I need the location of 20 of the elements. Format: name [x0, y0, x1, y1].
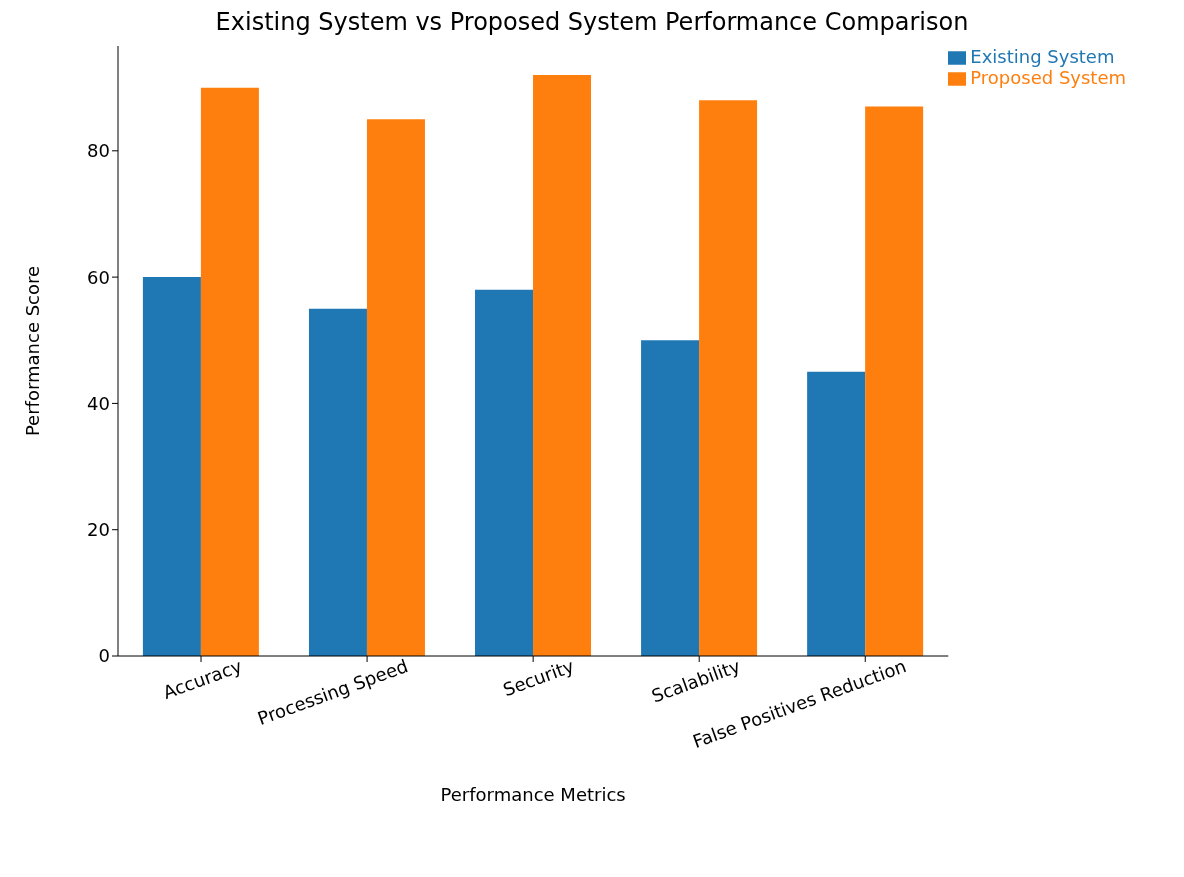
bar — [200, 87, 259, 656]
y-tick-label: 60 — [87, 266, 110, 288]
bar — [865, 106, 924, 656]
chart-title: Existing System vs Proposed System Performance Comparison — [214, 8, 970, 36]
y-tick-label: 40 — [87, 392, 110, 414]
bar — [533, 75, 592, 656]
bar — [142, 277, 201, 656]
y-tick-label: 0 — [98, 645, 110, 667]
legend-label: Proposed System — [970, 67, 1126, 88]
bar — [475, 289, 534, 656]
y-axis-title: Performance Score — [22, 265, 44, 437]
y-tick-label: 80 — [87, 140, 110, 162]
bar — [366, 119, 425, 656]
bar — [699, 100, 758, 656]
bar — [308, 308, 367, 656]
legend-label: Existing System — [970, 46, 1115, 67]
x-axis-title: Performance Metrics — [440, 784, 626, 805]
bar — [807, 371, 866, 656]
y-tick-label: 20 — [87, 519, 110, 541]
bar — [641, 340, 700, 656]
